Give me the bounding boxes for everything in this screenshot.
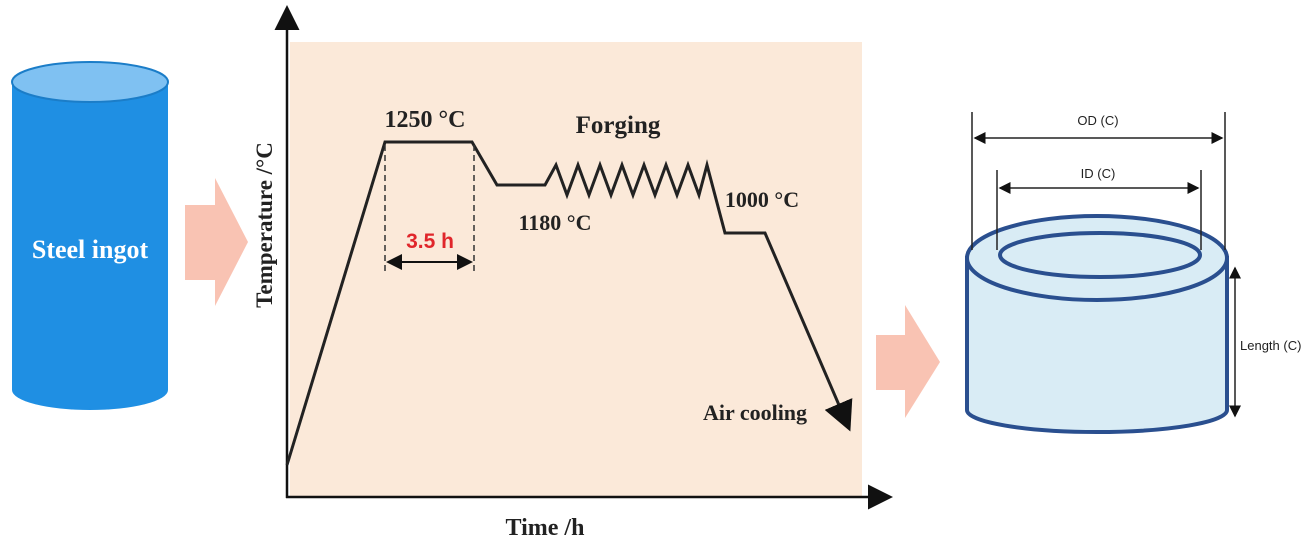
forge-end-label: 1000 °C: [725, 187, 799, 212]
flow-arrow: [876, 305, 940, 418]
forging-label: Forging: [576, 112, 661, 139]
od-label: OD (C): [1077, 113, 1118, 128]
peak-label: 1250 °C: [385, 107, 466, 133]
ring-bore: [998, 231, 1202, 279]
temperature-profile: [285, 140, 853, 466]
ring-body: [965, 256, 1229, 434]
x-axis-label: Time /h: [506, 515, 585, 541]
id-label: ID (C): [1081, 166, 1116, 181]
ingot-label: Steel ingot: [32, 235, 149, 264]
hold-label: 3.5 h: [406, 230, 454, 253]
flow-arrow: [185, 178, 248, 306]
ring: OD (C) ID (C) Length (C): [965, 112, 1301, 434]
chart-background: [290, 42, 862, 497]
cooling-label: Air cooling: [703, 400, 807, 425]
ingot-body: [12, 82, 168, 410]
forge-start-label: 1180 °C: [519, 210, 592, 235]
ingot-top: [11, 61, 169, 103]
ingot: Steel ingot: [11, 61, 169, 410]
y-axis-label: Temperature /°C: [252, 142, 277, 308]
length-label: Length (C): [1240, 338, 1301, 353]
process-chart: 3.5 h 1250 °C Forging 1180 °C 1000 °C Ai…: [252, 5, 893, 541]
